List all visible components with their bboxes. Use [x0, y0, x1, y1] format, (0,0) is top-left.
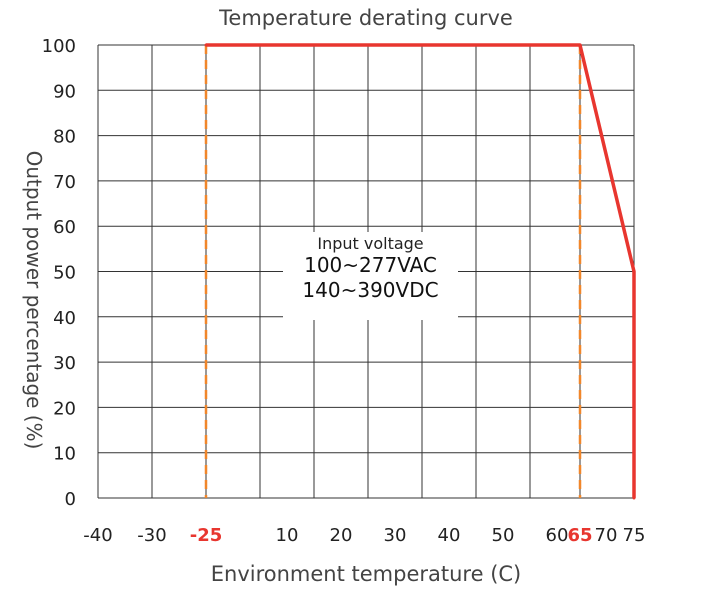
x-tick-label-65: 65: [567, 525, 592, 546]
y-tick-label-70: 70: [53, 172, 76, 193]
annotation-ac-range: 100~277VAC: [304, 253, 437, 277]
x-tick-label--40: -40: [83, 525, 112, 546]
input-voltage-annotation: Input voltage 100~277VAC 140~390VDC: [283, 232, 458, 320]
curve-point-75-0: [632, 496, 636, 500]
y-tick-label-90: 90: [53, 81, 76, 102]
y-tick-label-40: 40: [53, 308, 76, 329]
x-tick-label-60: 60: [546, 525, 569, 546]
chart-title: Temperature derating curve: [219, 6, 513, 30]
y-tick-label-80: 80: [53, 127, 76, 148]
x-tick-label-50: 50: [492, 525, 515, 546]
x-tick-label--30: -30: [137, 525, 166, 546]
y-tick-label-0: 0: [65, 489, 76, 510]
annotation-dc-range: 140~390VDC: [302, 278, 439, 302]
x-tick-label-10: 10: [276, 525, 299, 546]
y-axis-label: Output power percentage (%): [22, 150, 46, 450]
curve-point-75-50: [632, 270, 636, 273]
x-tick-label-75: 75: [623, 525, 646, 546]
y-tick-label-30: 30: [53, 353, 76, 374]
x-tick-label--25: -25: [190, 525, 223, 546]
curve-point--25-100: [204, 43, 208, 47]
annotation-heading: Input voltage: [317, 234, 424, 253]
derating-curve-line: [206, 43, 636, 498]
x-axis-label: Environment temperature (C): [210, 562, 522, 586]
curve-point-65-100: [578, 43, 582, 47]
x-tick-label-20: 20: [330, 525, 353, 546]
x-tick-label-30: 30: [384, 525, 407, 546]
y-tick-label-10: 10: [53, 444, 76, 465]
x-tick-label-40: 40: [438, 525, 461, 546]
y-tick-label-50: 50: [53, 263, 76, 284]
y-tick-label-20: 20: [53, 398, 76, 419]
y-tick-label-100: 100: [42, 36, 76, 57]
y-tick-label-60: 60: [53, 217, 76, 238]
x-tick-label-70: 70: [595, 525, 618, 546]
